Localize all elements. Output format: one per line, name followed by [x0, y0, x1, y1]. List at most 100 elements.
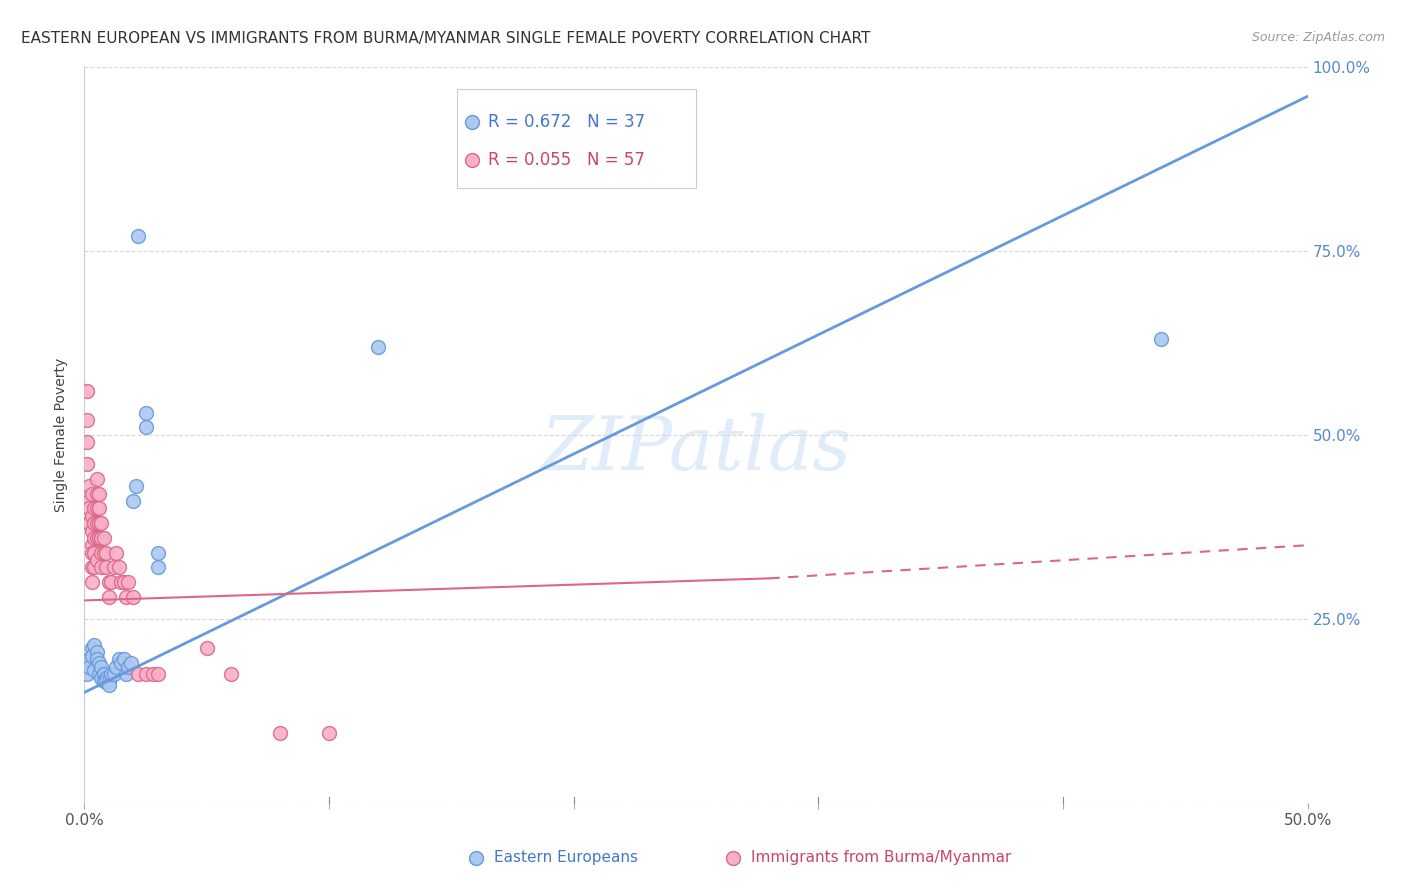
Point [219, 667, 242, 681]
Point [87, 656, 110, 670]
Point [93, 531, 115, 545]
Point [107, 652, 129, 666]
Point [83, 531, 105, 545]
Point [87, 501, 110, 516]
Point [90, 545, 112, 560]
Point [146, 667, 169, 681]
Point [93, 545, 115, 560]
Point [83, 501, 105, 516]
Point [80, 508, 103, 523]
Point [76, 435, 98, 450]
Point [105, 545, 128, 560]
Point [90, 560, 112, 574]
Point [83, 516, 105, 530]
Point [77, 479, 100, 493]
Point [115, 667, 138, 681]
Point [86, 531, 108, 545]
Point [112, 575, 135, 590]
Point [367, 340, 389, 354]
Point [83, 638, 105, 652]
Point [97, 678, 120, 692]
Point [195, 641, 218, 656]
Point [86, 487, 108, 501]
Point [80, 524, 103, 538]
Point [97, 590, 120, 604]
Point [103, 667, 125, 681]
Text: EASTERN EUROPEAN VS IMMIGRANTS FROM BURMA/MYANMAR SINGLE FEMALE POVERTY CORRELAT: EASTERN EUROPEAN VS IMMIGRANTS FROM BURM… [21, 31, 870, 46]
Point [96, 560, 118, 574]
Point [86, 652, 108, 666]
Point [80, 560, 103, 574]
Point [83, 545, 105, 560]
Point [107, 560, 129, 574]
Text: Eastern Europeans: Eastern Europeans [494, 850, 638, 865]
Point [90, 516, 112, 530]
Point [115, 590, 138, 604]
Point [97, 575, 120, 590]
Point [86, 516, 108, 530]
Point [83, 664, 105, 678]
FancyBboxPatch shape [457, 89, 696, 188]
Point [96, 674, 118, 689]
Point [269, 726, 291, 740]
Point [97, 674, 120, 689]
Point [117, 659, 139, 673]
Point [80, 545, 103, 560]
Point [100, 575, 122, 590]
Point [80, 641, 103, 656]
Point [125, 479, 148, 493]
Point [80, 487, 103, 501]
Point [122, 494, 145, 508]
Point [90, 671, 112, 685]
Point [135, 420, 157, 434]
Point [77, 659, 100, 673]
Point [96, 545, 118, 560]
Point [86, 501, 108, 516]
Point [76, 457, 98, 471]
Point [105, 659, 128, 673]
Point [100, 667, 122, 681]
Point [87, 516, 110, 530]
Point [110, 575, 132, 590]
Point [1150, 332, 1173, 346]
Point [77, 652, 100, 666]
Point [76, 413, 98, 427]
Point [80, 538, 103, 552]
Point [127, 229, 149, 244]
Y-axis label: Single Female Poverty: Single Female Poverty [55, 358, 69, 512]
Point [80, 648, 103, 663]
Point [103, 560, 125, 574]
Point [80, 575, 103, 590]
Point [93, 674, 115, 689]
Point [87, 487, 110, 501]
Text: Source: ZipAtlas.com: Source: ZipAtlas.com [1251, 31, 1385, 45]
Point [112, 652, 135, 666]
Point [90, 531, 112, 545]
Point [135, 667, 157, 681]
Point [122, 590, 145, 604]
Point [86, 645, 108, 659]
Point [110, 656, 132, 670]
Point [93, 667, 115, 681]
Point [96, 671, 118, 685]
Point [117, 575, 139, 590]
Point [146, 560, 169, 574]
Point [146, 545, 169, 560]
Text: Immigrants from Burma/Myanmar: Immigrants from Burma/Myanmar [751, 850, 1011, 865]
Point [90, 659, 112, 673]
Text: ZIPatlas: ZIPatlas [540, 413, 852, 486]
Point [77, 494, 100, 508]
Point [142, 667, 165, 681]
Text: R = 0.672   N = 37: R = 0.672 N = 37 [488, 113, 645, 131]
Point [120, 656, 142, 670]
Point [86, 553, 108, 567]
Point [127, 667, 149, 681]
Point [76, 384, 98, 398]
Point [77, 501, 100, 516]
Point [87, 531, 110, 545]
Point [86, 472, 108, 486]
Point [318, 726, 340, 740]
Point [77, 516, 100, 530]
Point [135, 406, 157, 420]
Text: R = 0.055   N = 57: R = 0.055 N = 57 [488, 152, 645, 169]
